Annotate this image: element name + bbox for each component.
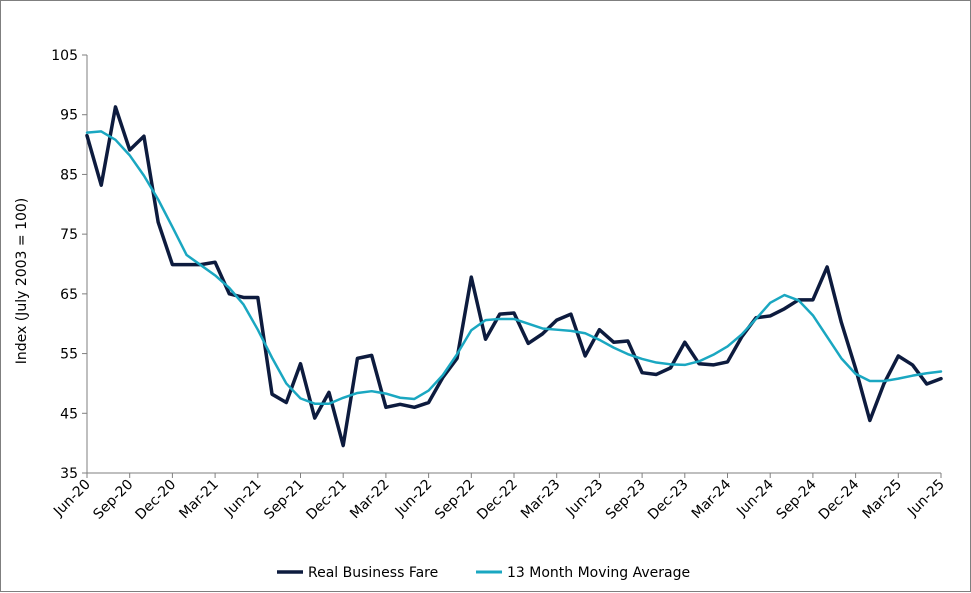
x-tick-label: Sep-21	[261, 477, 307, 523]
x-tick-label: Jun-24	[733, 476, 777, 520]
legend-label-real-business-fare: Real Business Fare	[308, 565, 438, 581]
y-tick-label: 85	[60, 167, 78, 183]
x-tick-label: Jun-25	[904, 477, 948, 521]
x-tick-label: Dec-22	[474, 477, 521, 524]
y-axis-label: Index (July 2003 = 100)	[14, 198, 30, 365]
x-tick-label: Sep-23	[603, 477, 649, 523]
x-tick-label: Mar-21	[176, 477, 222, 523]
y-tick-label: 65	[60, 287, 78, 303]
x-tick-label: Jun-21	[221, 477, 265, 521]
x-tick-label: Mar-24	[689, 476, 735, 522]
y-tick-label: 55	[60, 347, 78, 363]
legend: Real Business Fare 13 Month Moving Avera…	[277, 565, 690, 581]
x-tick-label: Jun-22	[392, 477, 436, 521]
x-tick-label: Mar-23	[518, 477, 564, 523]
series-layer	[85, 105, 943, 448]
x-tick-label: Mar-25	[860, 477, 906, 523]
y-tick-label: 75	[60, 227, 78, 243]
x-tick-label: Sep-20	[90, 477, 136, 523]
x-tick-label: Jun-20	[50, 477, 94, 521]
y-tick-label: 105	[51, 48, 78, 64]
x-tick-label: Sep-22	[432, 477, 478, 523]
series-line-moving-average	[85, 130, 943, 405]
x-tick-label: Dec-20	[133, 477, 180, 524]
x-tick-label: Jun-23	[563, 477, 607, 521]
x-tick-label: Sep-24	[774, 476, 820, 522]
legend-label-moving-average: 13 Month Moving Average	[507, 565, 690, 581]
y-tick-label: 35	[60, 466, 78, 482]
x-tick-label: Dec-23	[645, 477, 692, 524]
y-tick-label: 95	[60, 108, 78, 124]
x-tick-label: Dec-21	[303, 477, 350, 524]
x-tick-label: Dec-24	[816, 476, 863, 523]
y-axis: 35 45 55 65 75 85 95 105	[51, 48, 88, 482]
x-tick-label: Mar-22	[347, 477, 393, 523]
y-tick-label: 45	[60, 406, 78, 422]
